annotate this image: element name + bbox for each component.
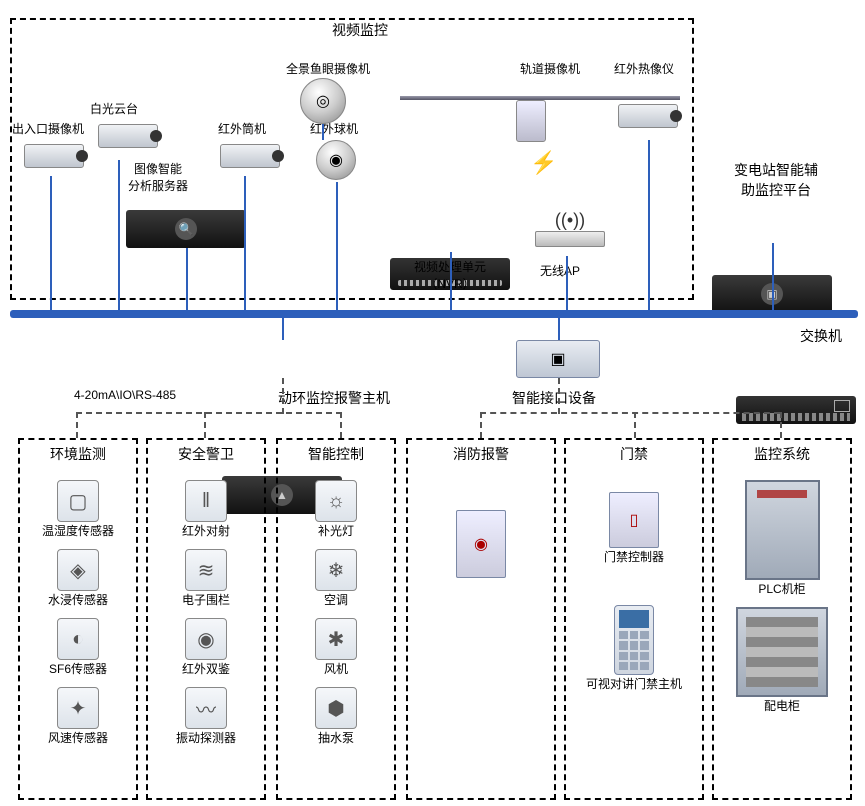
dash-to-env [76, 412, 78, 438]
item-ir-beam: ‖红外对射 [182, 480, 230, 539]
interface-device-icon: ▣ [516, 340, 600, 378]
link-ap [566, 256, 568, 314]
link-analysis [186, 248, 188, 314]
ir-bullet-camera-icon [216, 140, 286, 180]
group-door-title: 门禁 [620, 444, 648, 464]
link-platform [772, 243, 774, 314]
group-env-title: 环境监测 [50, 444, 106, 464]
link-interface-dev [558, 318, 560, 340]
dash-h-2 [480, 412, 780, 414]
item-fence: ≋电子围栏 [182, 549, 230, 608]
label-fisheye: 全景鱼眼摄像机 [286, 60, 370, 77]
item-pump: ⬢抽水泵 [315, 687, 357, 746]
item-door-controller: ▯ 门禁控制器 [604, 492, 664, 565]
network-bus [10, 310, 858, 318]
item-ir-dual: ◉红外双鉴 [182, 618, 230, 677]
group-monitor-title: 监控系统 [754, 444, 810, 464]
label-wireless-ap: 无线AP [540, 262, 580, 279]
dash-to-sec [204, 412, 206, 438]
switch-icon [736, 396, 856, 424]
item-ac: ❄空调 [315, 549, 357, 608]
link-irbullet [244, 176, 246, 314]
label-platform: 变电站智能辅 助监控平台 [706, 160, 846, 200]
item-wind: ✦风速传感器 [48, 687, 108, 746]
item-plc-cabinet: PLC机柜 [745, 480, 820, 597]
wireless-ap-icon: ((•)) [530, 210, 610, 260]
bolt-icon: ⚡ [530, 150, 557, 176]
label-rail: 轨道摄像机 [520, 60, 580, 77]
item-water: ◈水浸传感器 [48, 549, 108, 608]
dash-h-1 [76, 412, 342, 414]
item-light: ☼补光灯 [315, 480, 357, 539]
link-env-host [282, 318, 284, 340]
link-irdome [336, 182, 338, 314]
label-thermal: 红外热像仪 [614, 60, 674, 77]
fisheye-camera-icon: ◎ [300, 78, 346, 124]
label-entry-camera: 出入口摄像机 [12, 120, 84, 137]
dash-to-fire [480, 412, 482, 438]
link-entry [50, 176, 52, 314]
label-switch: 交换机 [800, 326, 842, 346]
label-interface-device: 智能接口设备 [512, 388, 596, 408]
label-analysis-server: 图像智能 分析服务器 [128, 160, 188, 194]
video-surveillance-title: 视频监控 [300, 20, 420, 40]
item-temp-humid: ▢温湿度传感器 [42, 480, 114, 539]
dash-to-door [634, 412, 636, 438]
item-power-cabinet: 配电柜 [736, 607, 828, 714]
dash-to-ctl [340, 412, 342, 438]
dash-down-2 [558, 378, 560, 414]
label-whitelight: 白光云台 [90, 100, 138, 117]
label-ir-bullet: 红外筒机 [218, 120, 266, 137]
item-fire-panel: ◉ [456, 510, 506, 578]
item-door-intercom: 可视对讲门禁主机 [586, 605, 682, 692]
link-thermal [648, 140, 650, 314]
group-fire-title: 消防报警 [453, 444, 509, 464]
item-fan: ✱风机 [315, 618, 357, 677]
group-control-title: 智能控制 [308, 444, 364, 464]
label-env-host: 动环监控报警主机 [278, 388, 390, 408]
rail-camera-icon [516, 100, 546, 142]
item-sf6: ◐SF6传感器 [49, 618, 107, 677]
analysis-server-icon: 🔍 [126, 210, 246, 248]
thermal-camera-icon [614, 100, 684, 140]
link-whitelight [118, 160, 120, 314]
dash-to-mon [780, 412, 782, 438]
ir-dome-camera-icon: ◉ [316, 140, 356, 180]
link-nvr [450, 252, 452, 314]
label-protocol: 4-20mA\IO\RS-485 [74, 388, 176, 402]
whitelight-camera-icon [94, 120, 164, 160]
group-security-title: 安全警卫 [178, 444, 234, 464]
dash-down-1 [282, 378, 284, 414]
link-fisheye [322, 124, 324, 140]
item-vibration: 〰振动探测器 [176, 687, 236, 746]
entry-camera-icon [20, 140, 90, 180]
